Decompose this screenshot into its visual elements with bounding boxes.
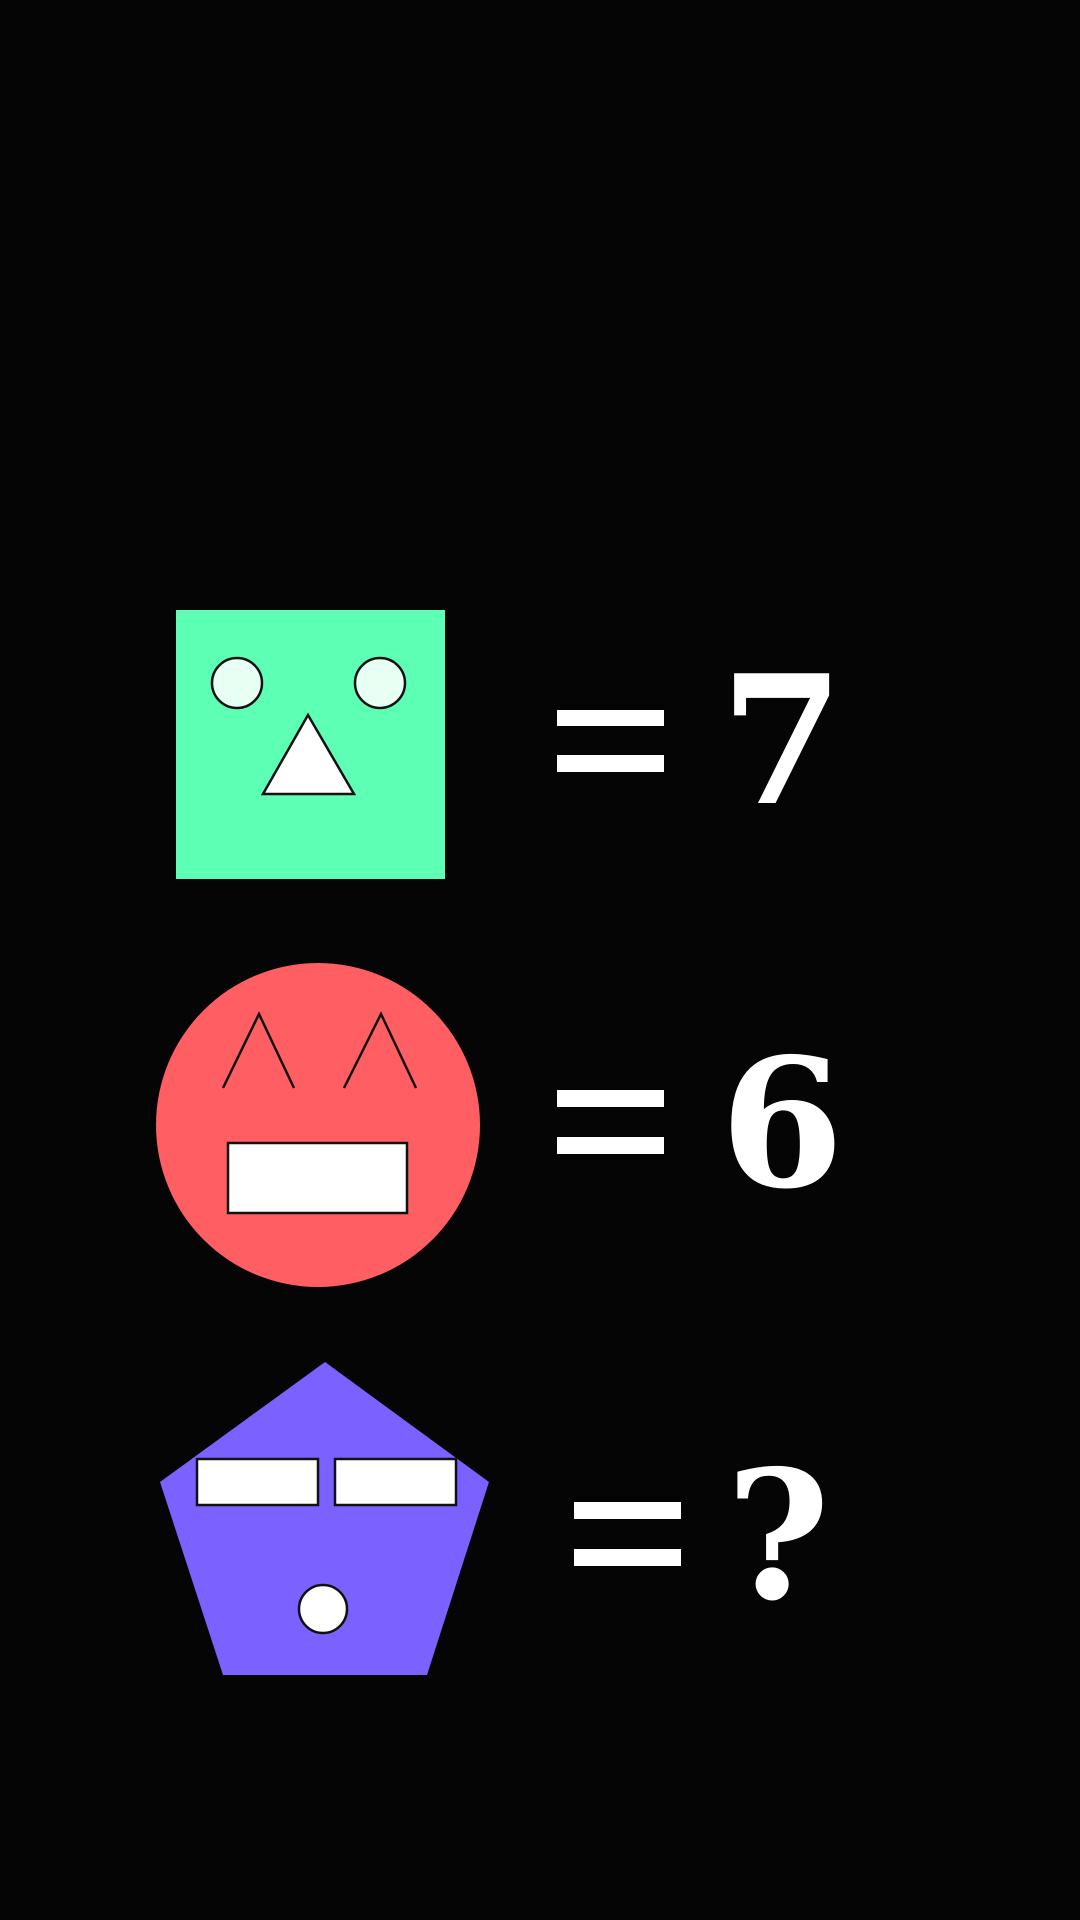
right-caret-eye-icon <box>342 1011 418 1089</box>
circle-shape <box>156 963 480 1287</box>
value-2: 6 <box>720 1019 844 1228</box>
equals-sign-2 <box>557 1090 664 1154</box>
pentagon-shape <box>160 1362 489 1675</box>
round-mouth-icon <box>297 1583 349 1635</box>
right-eye-circle-icon <box>353 656 407 710</box>
value-3-question-mark: ? <box>726 1431 830 1640</box>
equals-sign-1 <box>557 710 664 772</box>
row-pentagon: ? <box>160 1362 830 1675</box>
left-caret-eye-icon <box>221 1011 296 1089</box>
rect-mouth-icon <box>226 1141 409 1215</box>
triangle-nose-icon <box>260 712 357 796</box>
value-1: 7 <box>720 636 844 845</box>
left-bar-eye-icon <box>195 1457 320 1507</box>
row-square: 7 <box>176 610 844 879</box>
right-bar-eye-icon <box>333 1457 458 1507</box>
equals-sign-3 <box>574 1502 681 1566</box>
row-circle: 6 <box>156 963 844 1287</box>
left-eye-circle-icon <box>210 656 264 710</box>
